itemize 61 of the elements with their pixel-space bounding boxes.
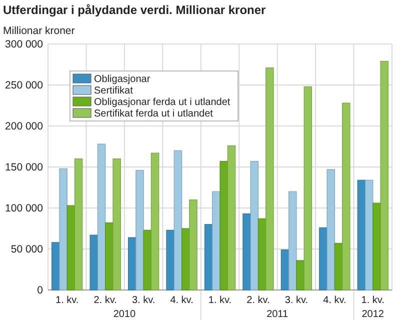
bar xyxy=(97,144,106,290)
x-tick-label: 1. kv. xyxy=(361,295,384,306)
x-tick-label: 3. kv. xyxy=(132,295,156,306)
legend-label: Sertifikat xyxy=(94,86,134,96)
y-tick-label: 250 000 xyxy=(5,80,44,92)
bar xyxy=(128,237,136,290)
bar xyxy=(296,260,304,290)
bar xyxy=(212,191,220,290)
bar xyxy=(220,160,228,290)
bar xyxy=(242,213,251,290)
bar xyxy=(319,227,328,290)
bar xyxy=(280,250,290,290)
bar xyxy=(66,205,76,290)
bar xyxy=(204,224,213,290)
text: 2010 xyxy=(113,309,136,320)
bar xyxy=(105,222,114,290)
bar xyxy=(258,218,266,290)
x-tick-label: 4. kv. xyxy=(170,295,194,306)
chart-title: Utferdingar i pålydande verdi. Millionar kroner xyxy=(3,3,266,17)
y-axis-title: Millionar kroner xyxy=(3,25,76,37)
x-tick-label: 1. kv. xyxy=(208,295,232,306)
bar xyxy=(227,145,236,290)
x-tick-label: 2. kv. xyxy=(246,295,270,306)
text: 2011 xyxy=(266,309,289,320)
x-tick-label: 3. kv. xyxy=(284,295,308,306)
legend-label: Sertifikat ferda ut i utlandet xyxy=(94,108,214,120)
bar xyxy=(166,230,174,290)
bar xyxy=(174,150,182,290)
bar xyxy=(380,60,388,290)
bar xyxy=(372,202,381,290)
bar xyxy=(74,158,83,290)
bar xyxy=(150,152,160,290)
bar xyxy=(59,168,68,290)
bar xyxy=(189,200,198,290)
bar xyxy=(112,158,121,290)
bar xyxy=(334,242,343,290)
bar xyxy=(181,228,190,290)
bar xyxy=(90,234,98,290)
text: 2012 xyxy=(362,309,384,320)
y-tick-label: 50 000 xyxy=(10,244,44,256)
y-tick-label: 150 000 xyxy=(5,162,44,174)
y-tick-label: 200 000 xyxy=(5,120,44,133)
bar xyxy=(250,160,259,290)
bar xyxy=(288,191,297,290)
bar xyxy=(52,242,60,290)
y-tick-label: 300 000 xyxy=(5,38,44,51)
x-tick-label: 4. kv. xyxy=(323,295,346,306)
y-tick-label: 100 000 xyxy=(5,202,44,215)
bar xyxy=(304,86,312,290)
bar xyxy=(342,102,350,290)
bar xyxy=(326,169,335,290)
bar xyxy=(364,180,374,290)
bar xyxy=(136,170,144,290)
bar xyxy=(143,230,152,290)
bar xyxy=(266,67,274,290)
y-tick-label: 0 xyxy=(37,284,44,297)
legend-label: Obligasjonar xyxy=(94,74,151,85)
x-tick-label: 2. kv. xyxy=(94,295,117,306)
legend-label: Obligasjonar ferda ut i utlandet xyxy=(94,97,230,108)
x-tick-label: 1. kv. xyxy=(56,295,79,306)
bar xyxy=(357,180,366,290)
